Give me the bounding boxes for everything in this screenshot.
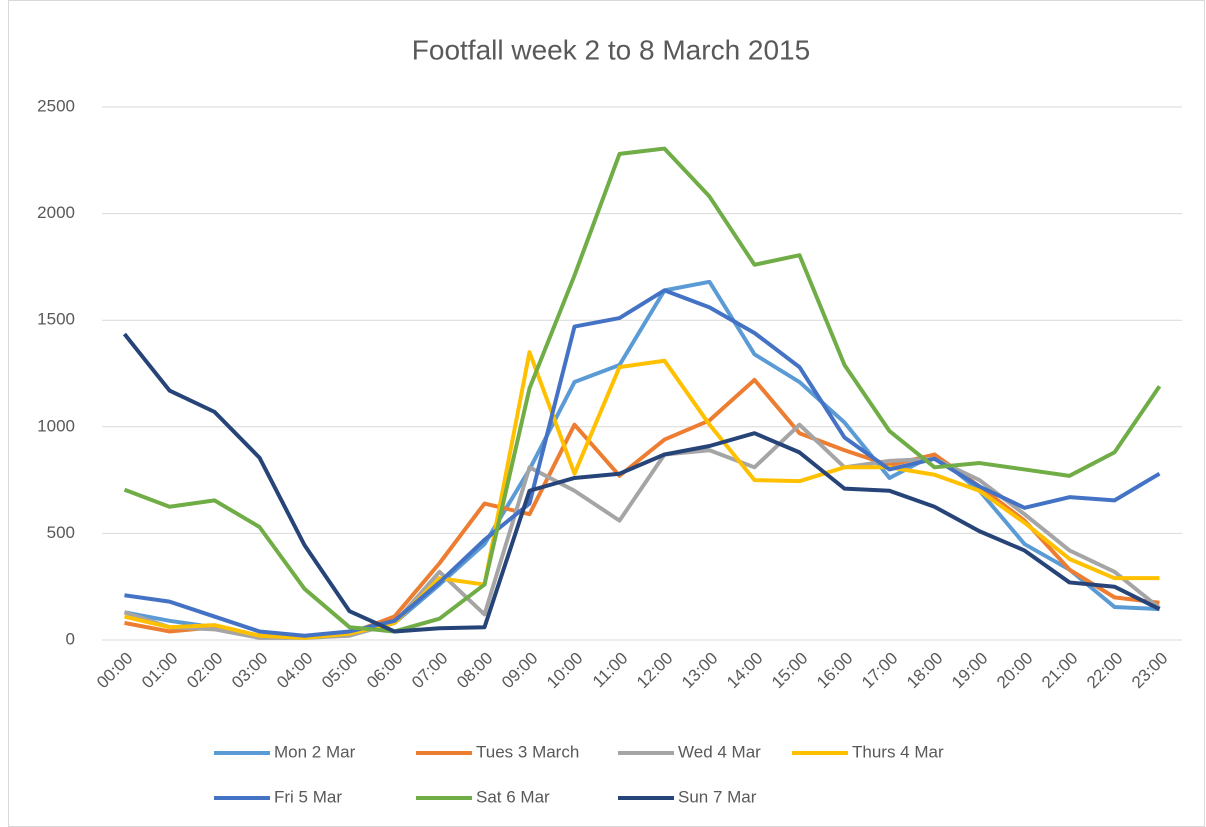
legend-label: Wed 4 Mar bbox=[678, 742, 761, 761]
y-tick-label: 1000 bbox=[37, 416, 75, 435]
legend-label: Fri 5 Mar bbox=[274, 787, 342, 806]
legend-label: Mon 2 Mar bbox=[274, 742, 356, 761]
legend-label: Sun 7 Mar bbox=[678, 787, 757, 806]
series-line bbox=[124, 350, 1160, 640]
y-tick-label: 1500 bbox=[37, 310, 75, 329]
y-tick-label: 2500 bbox=[37, 96, 75, 115]
legend-label: Sat 6 Mar bbox=[476, 787, 550, 806]
y-tick-label: 500 bbox=[47, 523, 75, 542]
legend-label: Tues 3 March bbox=[476, 742, 579, 761]
series-line bbox=[122, 332, 1161, 634]
y-tick-label: 2000 bbox=[37, 203, 75, 222]
y-tick-label: 0 bbox=[66, 629, 75, 648]
series-line bbox=[123, 146, 1162, 634]
series-line bbox=[124, 288, 1161, 638]
chart-title: Footfall week 2 to 8 March 2015 bbox=[412, 34, 810, 65]
legend-label: Thurs 4 Mar bbox=[852, 742, 944, 761]
chart-border bbox=[8, 0, 1205, 827]
